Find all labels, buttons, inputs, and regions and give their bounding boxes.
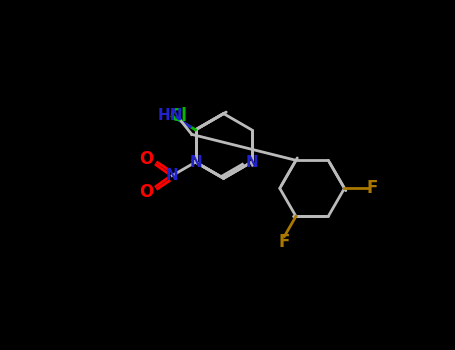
Text: Cl: Cl bbox=[169, 107, 187, 125]
Text: N: N bbox=[245, 155, 258, 170]
Text: O: O bbox=[139, 150, 153, 168]
Text: N: N bbox=[189, 155, 202, 170]
Text: F: F bbox=[366, 179, 378, 197]
Text: O: O bbox=[139, 183, 153, 201]
Text: F: F bbox=[279, 233, 290, 251]
Text: HN: HN bbox=[157, 108, 183, 122]
Text: N: N bbox=[166, 168, 179, 183]
